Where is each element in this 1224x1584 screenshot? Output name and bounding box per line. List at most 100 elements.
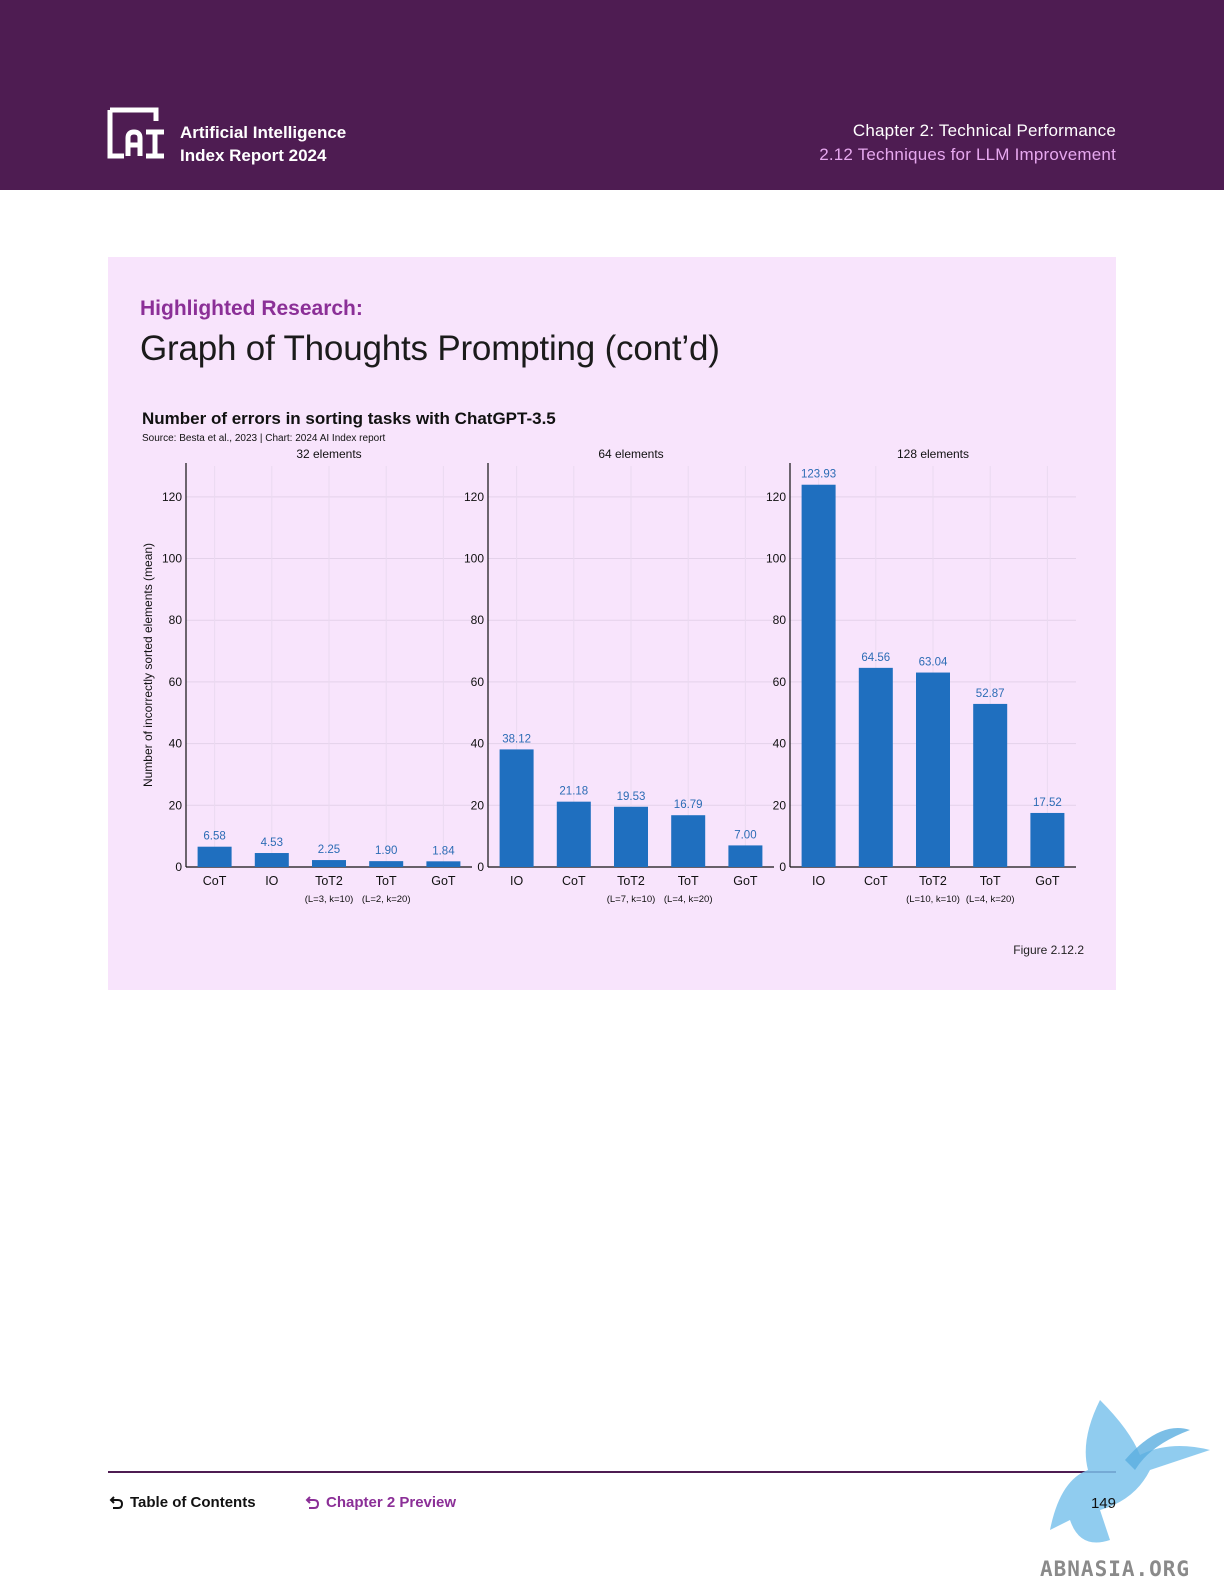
y-tick-label: 60 (169, 675, 183, 689)
y-tick-label: 20 (773, 798, 787, 812)
y-tick-label: 20 (169, 798, 183, 812)
bar-value-label: 16.79 (674, 799, 703, 811)
return-arrow-icon (109, 1495, 124, 1509)
bar-value-label: 1.84 (432, 845, 455, 857)
toc-label: Table of Contents (130, 1494, 256, 1511)
y-tick-label: 100 (766, 552, 786, 566)
bar-value-label: 38.12 (502, 733, 531, 745)
chapter-title: Chapter 2: Technical Performance (852, 121, 1116, 140)
chart-title: Number of errors in sorting tasks with C… (142, 409, 556, 428)
y-axis-label: Number of incorrectly sorted elements (m… (141, 543, 155, 787)
panel-subtitle: 64 elements (598, 447, 663, 461)
x-tick-sublabel: (L=10, k=10) (906, 894, 960, 905)
bar-value-label: 123.93 (801, 469, 836, 481)
y-tick-label: 0 (477, 860, 484, 874)
x-tick-label: IO (812, 874, 825, 888)
brand-title: Artificial Intelligence Index Report 202… (180, 121, 346, 167)
section-title: 2.12 Techniques for LLM Improvement (819, 145, 1116, 164)
bar (499, 749, 534, 867)
x-tick-sublabel: (L=4, k=20) (664, 894, 713, 905)
brand-line-1: Artificial Intelligence (180, 123, 347, 142)
x-tick-label: ToT2 (617, 874, 645, 888)
bar-value-label: 17.52 (1033, 797, 1062, 809)
bar-value-label: 63.04 (919, 657, 948, 669)
ai-index-logo-icon (107, 107, 164, 159)
x-tick-label: ToT (376, 874, 397, 888)
preview-label: Chapter 2 Preview (326, 1494, 457, 1511)
error-bar-chart: Number of incorrectly sorted elements (m… (141, 447, 1076, 905)
y-tick-label: 40 (471, 737, 485, 751)
x-tick-label: CoT (562, 874, 586, 888)
x-tick-label: GoT (1035, 874, 1060, 888)
bar-value-label: 64.56 (861, 652, 890, 664)
bar (916, 672, 950, 867)
x-tick-label: CoT (864, 874, 888, 888)
bar-value-label: 2.25 (318, 844, 340, 856)
x-tick-label: ToT (980, 874, 1001, 888)
report-header: Artificial Intelligence Index Report 202… (0, 0, 1224, 190)
highlight-kicker: Highlighted Research: (140, 297, 363, 320)
y-tick-label: 20 (471, 798, 485, 812)
chart-source: Source: Besta et al., 2023 | Chart: 2024… (142, 433, 386, 444)
return-arrow-icon (305, 1495, 320, 1509)
x-tick-sublabel: (L=4, k=20) (966, 894, 1015, 905)
panel-subtitle: 128 elements (897, 447, 969, 461)
y-tick-label: 100 (162, 552, 182, 566)
y-tick-label: 80 (169, 613, 183, 627)
bar-value-label: 19.53 (617, 791, 646, 803)
panel-subtitle: 32 elements (296, 447, 361, 461)
bar (197, 846, 232, 867)
chapter-preview-link[interactable]: Chapter 2 Preview (304, 1494, 456, 1511)
y-tick-label: 100 (464, 552, 484, 566)
bar (369, 861, 404, 867)
bar-value-label: 4.53 (261, 837, 283, 849)
bar (858, 667, 893, 867)
watermark-text: ABNASIA.ORG (1040, 1557, 1190, 1581)
watermark-griffin-logo: ABNASIA.ORG (1040, 1400, 1210, 1581)
bar (1030, 812, 1065, 867)
x-tick-label: GoT (733, 874, 758, 888)
y-tick-label: 80 (471, 613, 485, 627)
bar (312, 860, 346, 867)
y-tick-label: 40 (169, 737, 183, 751)
footer-divider (108, 1471, 1116, 1473)
x-tick-label: IO (265, 874, 278, 888)
bar (614, 806, 648, 867)
x-tick-label: ToT (678, 874, 699, 888)
x-tick-label: ToT2 (919, 874, 947, 888)
x-tick-sublabel: (L=7, k=10) (607, 894, 656, 905)
y-tick-label: 80 (773, 613, 787, 627)
x-tick-sublabel: (L=2, k=20) (362, 894, 411, 905)
bar (426, 861, 461, 867)
x-tick-label: CoT (203, 874, 227, 888)
table-of-contents-link[interactable]: Table of Contents (108, 1494, 256, 1511)
y-tick-label: 0 (175, 860, 182, 874)
bar-value-label: 7.00 (734, 829, 756, 841)
bar-value-label: 21.18 (559, 786, 588, 798)
bar (801, 484, 836, 867)
chapter-heading: Chapter 2: Technical Performance 2.12 Te… (819, 119, 1116, 167)
y-tick-label: 120 (162, 490, 182, 504)
bar (556, 801, 591, 867)
bar (973, 703, 1008, 867)
brand-line-2: Index Report 2024 (180, 146, 327, 165)
figure-label: Figure 2.12.2 (1013, 943, 1084, 957)
panel-title: Graph of Thoughts Prompting (cont’d) (140, 329, 720, 368)
bar (254, 853, 289, 867)
y-tick-label: 60 (773, 675, 787, 689)
bar (728, 845, 763, 867)
y-tick-label: 120 (766, 490, 786, 504)
bar-value-label: 52.87 (976, 688, 1005, 700)
bar (671, 815, 706, 867)
y-tick-label: 40 (773, 737, 787, 751)
x-tick-label: ToT2 (315, 874, 343, 888)
x-tick-sublabel: (L=3, k=10) (305, 894, 354, 905)
research-panel: Highlighted Research: Graph of Thoughts … (108, 257, 1116, 990)
y-tick-label: 120 (464, 490, 484, 504)
x-tick-label: IO (510, 874, 523, 888)
bar-value-label: 1.90 (375, 845, 397, 857)
x-tick-label: GoT (431, 874, 456, 888)
page-number: 149 (1090, 1495, 1116, 1512)
y-tick-label: 60 (471, 675, 485, 689)
y-tick-label: 0 (779, 860, 786, 874)
